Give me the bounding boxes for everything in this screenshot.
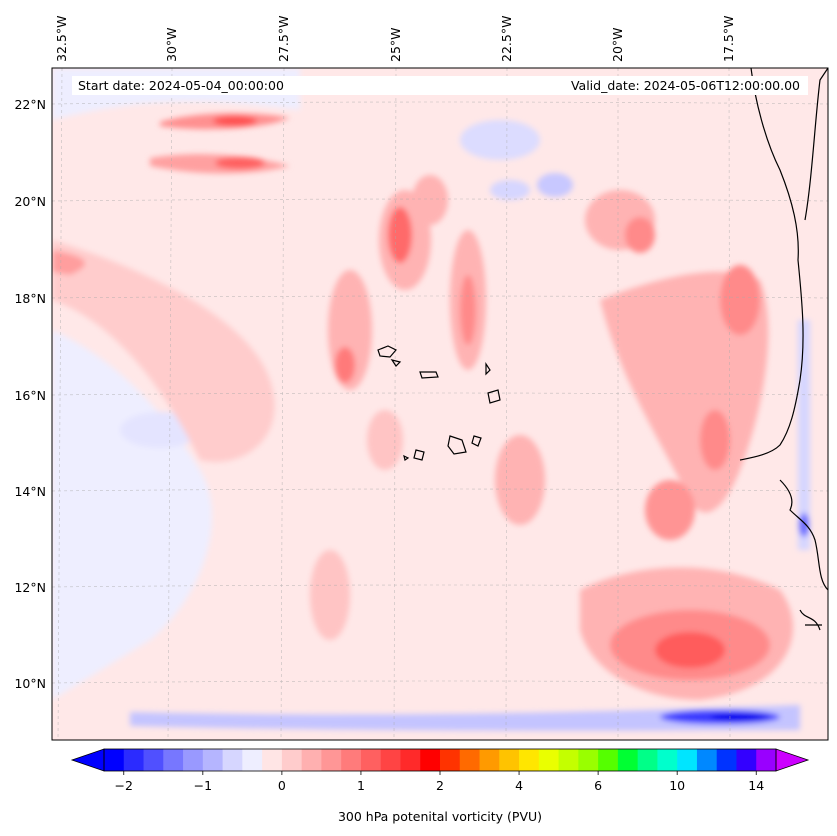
lat-label: 10°N [14,676,46,691]
colorbar-segment [716,749,738,771]
colorbar-segment [222,749,243,771]
lat-label: 12°N [14,580,46,595]
lat-label: 14°N [14,484,46,499]
colorbar-label: 300 hPa potenital vorticity (PVU) [338,809,542,824]
colorbar-segment [341,749,362,771]
valid-date-label: Valid_date: 2024-05-06T12:00:00.00 [571,78,800,93]
lon-label: 32.5°W [54,16,69,62]
longitude-labels: 32.5°W 30°W 27.5°W 25°W 22.5°W 20°W 17.5… [54,16,736,62]
colorbar-segment [558,749,579,771]
colorbar-segment [281,749,303,771]
lat-label: 18°N [14,291,46,306]
colorbar-extend-max [775,748,810,772]
colorbar-segment [242,749,263,771]
colorbar-segments [104,749,777,771]
colorbar-segment [202,749,224,771]
lon-label: 25°W [388,27,403,62]
coastline [377,68,828,631]
colorbar-tick-label: 6 [594,778,602,793]
lon-label: 17.5°W [721,16,736,62]
colorbar-segment [519,749,540,771]
colorbar-segment [400,749,421,771]
lon-label: 30°W [164,27,179,62]
colorbar-segment [736,749,757,771]
colorbar-tick-label: 0 [278,778,286,793]
colorbar-segment [420,749,441,771]
colorbar-tick-label: 4 [515,778,523,793]
colorbar-extend-min [70,748,105,772]
lon-label: 22.5°W [499,16,514,62]
lon-label: 20°W [610,27,625,62]
colorbar: −2 −1 0 1 2 4 6 10 14 300 hPa potenital vorticit… [70,748,810,824]
colorbar-segment [360,749,382,771]
colorbar-segment [617,749,639,771]
lat-label: 22°N [14,97,46,112]
colorbar-segment [459,749,481,771]
lat-label: 20°N [14,194,46,209]
start-date-label: Start date: 2024-05-04_00:00:00 [78,78,284,93]
lon-label: 27.5°W [276,16,291,62]
colorbar-segment [123,749,145,771]
colorbar-tick-label: 2 [436,778,444,793]
colorbar-tick-label: 1 [357,778,365,793]
colorbar-segment [598,749,619,771]
colorbar-segment [479,749,500,771]
colorbar-segment [163,749,184,771]
map-field [52,68,828,740]
colorbar-tick-label: 14 [748,778,764,793]
colorbar-ticks: −2 −1 0 1 2 4 6 10 14 [115,771,764,793]
colorbar-segment [321,749,342,771]
colorbar-tick-label: −1 [194,778,212,793]
map-frame [51,67,829,741]
colorbar-segment [538,749,560,771]
colorbar-segment [499,749,520,771]
colorbar-segment [440,749,461,771]
colorbar-segment [183,749,204,771]
lat-label: 16°N [14,388,46,403]
header-box [72,76,808,95]
colorbar-segment [657,749,678,771]
colorbar-segment [696,749,718,771]
latitude-labels: 22°N 20°N 18°N 16°N 14°N 12°N 10°N [14,97,46,691]
colorbar-segment [262,749,283,771]
colorbar-segment [677,749,698,771]
colorbar-segment [578,749,599,771]
colorbar-tick-label: −2 [115,778,133,793]
colorbar-segment [104,749,125,771]
colorbar-segment [143,749,164,771]
colorbar-segment [756,749,777,771]
colorbar-segment [380,749,402,771]
colorbar-segment [637,749,659,771]
colorbar-segment [301,749,323,771]
colorbar-tick-label: 10 [669,778,685,793]
